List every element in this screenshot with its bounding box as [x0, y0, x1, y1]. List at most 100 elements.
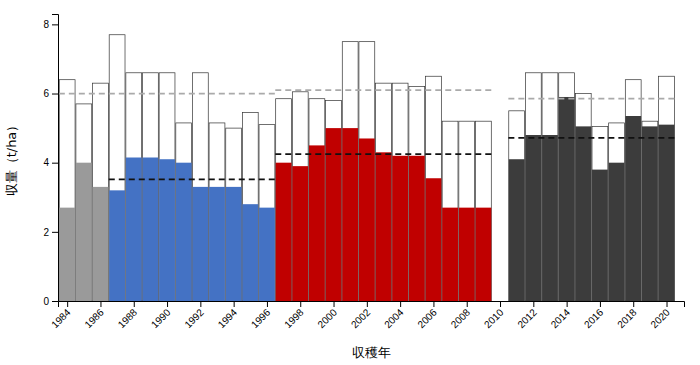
bar [542, 135, 558, 301]
bar [475, 208, 491, 301]
bar [209, 187, 225, 301]
x-tick-mark [200, 301, 201, 307]
x-axis-line [59, 302, 685, 308]
y-tick: 0 [43, 296, 58, 307]
y-axis-line [52, 15, 59, 302]
bar [509, 159, 525, 301]
bar [542, 73, 558, 301]
x-tick-mark [67, 301, 68, 307]
bar [226, 128, 242, 301]
x-tick-mark [467, 301, 468, 307]
x-tick-label: 1996 [249, 306, 273, 330]
average-line [508, 137, 674, 139]
x-tick-label: 2010 [482, 306, 506, 330]
plot-area: 1984198619881990199219941996199820002002… [43, 15, 684, 331]
bar [309, 99, 325, 301]
bar [459, 121, 475, 301]
bar [559, 73, 575, 301]
bar [159, 73, 175, 301]
bar [376, 152, 392, 301]
bar [575, 126, 591, 301]
x-tick-mark [667, 301, 668, 307]
x-tick-mark [300, 301, 301, 307]
bar [326, 100, 342, 301]
bar [642, 126, 658, 301]
bar [109, 190, 125, 301]
bar-series [59, 35, 674, 301]
bar [59, 80, 75, 301]
x-tick: 2010 [482, 301, 506, 330]
x-tick-label: 1994 [216, 306, 240, 330]
x-tick: 2012 [515, 301, 539, 330]
bar [242, 204, 258, 301]
x-tick-mark [234, 301, 235, 307]
y-tick-mark [52, 94, 58, 95]
bar [625, 116, 641, 301]
x-tick-label: 2016 [582, 306, 606, 330]
x-axis-title: 収穫年 [352, 345, 391, 360]
x-tick-mark [567, 301, 568, 307]
bar [359, 138, 375, 301]
y-tick: 2 [43, 227, 58, 238]
x-tick-mark [500, 301, 501, 307]
x-tick: 1998 [282, 301, 306, 330]
bar [609, 123, 625, 301]
average-line [508, 98, 674, 100]
bar [192, 73, 208, 301]
bar [309, 145, 325, 301]
bar [442, 121, 458, 301]
bar [192, 187, 208, 301]
y-tick-label: 2 [43, 227, 49, 238]
x-tick-mark [433, 301, 434, 307]
bar [525, 73, 541, 301]
bar [392, 83, 408, 301]
average-line [275, 153, 491, 155]
y-tick-label: 0 [43, 296, 49, 307]
x-tick: 2016 [582, 301, 606, 330]
x-tick-label: 2004 [382, 306, 406, 330]
x-tick: 1996 [249, 301, 273, 330]
bar [259, 125, 275, 301]
bar [625, 80, 641, 301]
bar [475, 121, 491, 301]
average-line [59, 93, 275, 95]
bar [442, 208, 458, 301]
x-tick-label: 2014 [549, 306, 573, 330]
bar [426, 178, 442, 301]
bar [176, 163, 192, 301]
marks [59, 35, 675, 301]
y-tick-mark [52, 232, 58, 233]
bar [426, 76, 442, 301]
bar [159, 159, 175, 301]
bar [226, 187, 242, 301]
x-tick-mark [334, 301, 335, 307]
bar [659, 125, 675, 301]
x-axis: 1984198619881990199219941996199820002002… [49, 301, 684, 330]
x-tick: 1988 [116, 301, 140, 330]
bar [209, 123, 225, 301]
x-tick-label: 2012 [515, 306, 539, 330]
bar [76, 163, 92, 301]
x-tick-mark [633, 301, 634, 307]
bar [342, 42, 358, 301]
bar [592, 126, 608, 301]
x-tick: 2000 [315, 301, 339, 330]
x-tick-label: 1986 [82, 306, 106, 330]
bar [376, 83, 392, 301]
x-tick-label: 2018 [615, 306, 639, 330]
bar [642, 121, 658, 301]
bar [592, 170, 608, 301]
bar [359, 42, 375, 301]
x-tick-mark [100, 301, 101, 307]
bar [176, 123, 192, 301]
x-tick-mark [167, 301, 168, 307]
y-tick-label: 4 [43, 157, 49, 168]
bar [559, 97, 575, 301]
y-tick-label: 8 [43, 19, 49, 30]
bar-series [59, 97, 674, 301]
bar [109, 35, 125, 301]
bar [142, 73, 158, 301]
bar [126, 73, 142, 301]
bar [509, 111, 525, 301]
bar [76, 104, 92, 301]
